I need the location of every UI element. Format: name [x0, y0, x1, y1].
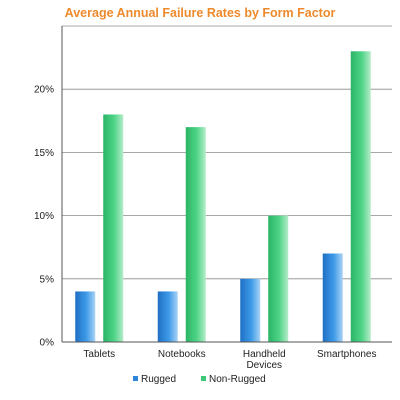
y-tick-label: 0% — [40, 338, 55, 349]
x-category-label: Tablets — [83, 349, 115, 360]
axes: 0% 5% 10% 15% 20% Tablets Notebooks Handheld Dev… — [34, 26, 392, 371]
bar-rugged-3 — [322, 253, 343, 342]
x-category-label: Handheld Devices — [243, 349, 286, 371]
bar-non-rugged-3 — [350, 51, 371, 342]
bar-non-rugged-2 — [268, 215, 289, 342]
legend-label-non-rugged: Non-Rugged — [209, 374, 266, 385]
bars — [75, 51, 371, 343]
bar-rugged-1 — [157, 291, 178, 342]
legend: Rugged Non-Rugged — [133, 374, 266, 385]
chart-title: Average Annual Failure Rates by Form Fac… — [64, 6, 336, 20]
bar-rugged-2 — [240, 278, 261, 342]
legend-label-rugged: Rugged — [141, 374, 176, 385]
y-tick-label: 10% — [34, 211, 54, 222]
y-tick-label: 15% — [34, 148, 54, 159]
bar-non-rugged-1 — [185, 127, 206, 343]
legend-swatch-non-rugged — [201, 376, 206, 381]
bar-non-rugged-0 — [103, 114, 124, 342]
x-category-label: Smartphones — [317, 349, 376, 360]
x-category-label: Notebooks — [158, 349, 206, 360]
y-tick-label: 5% — [40, 274, 55, 285]
bar-rugged-0 — [75, 291, 96, 342]
y-tick-label: 20% — [34, 85, 54, 96]
legend-swatch-rugged — [133, 376, 138, 381]
